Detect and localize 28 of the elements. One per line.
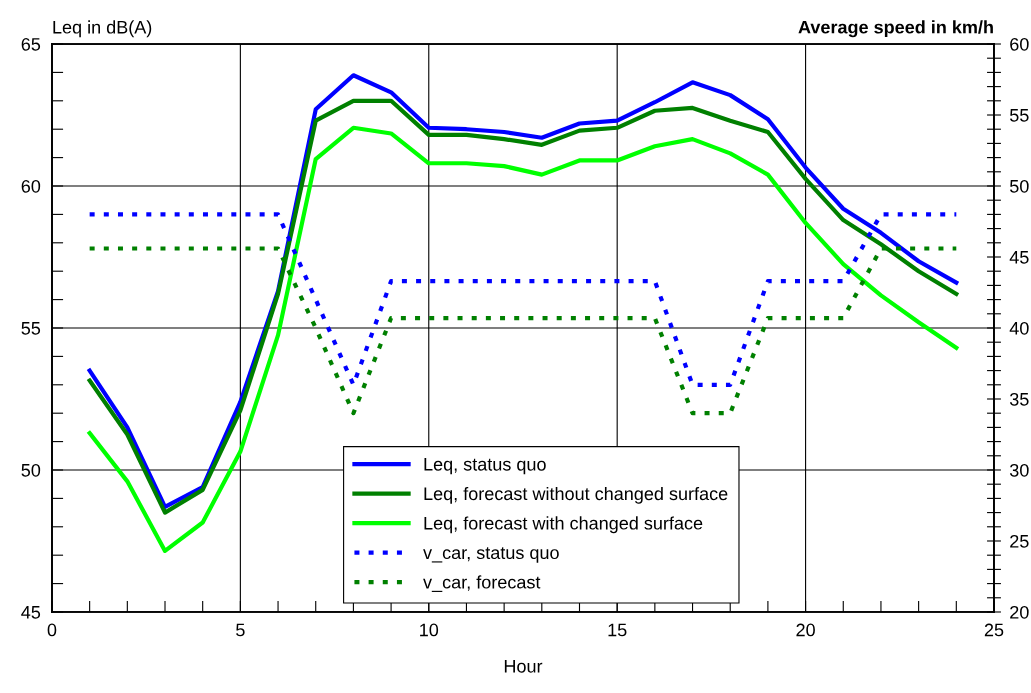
y-tick-label: 65 — [21, 37, 41, 51]
x-tick-label: 0 — [47, 623, 57, 637]
y2-tick-label: 45 — [1009, 251, 1029, 264]
x-tick-label: 20 — [796, 623, 815, 637]
legend-label: v_car, status quo — [423, 547, 559, 563]
y2-tick-label: 40 — [1009, 321, 1029, 335]
y2-tick-label: 25 — [1010, 534, 1029, 548]
y2-tick-label: 55 — [1009, 109, 1029, 122]
y2-tick-label: 60 — [1010, 37, 1029, 51]
y2-tick-label: 35 — [1009, 392, 1029, 406]
y2-tick-label: 20 — [1010, 605, 1029, 619]
x-tick-label: 10 — [420, 623, 439, 637]
y-tick-label: 60 — [21, 179, 41, 193]
y2-axis-title: Average speed in km/h — [798, 20, 993, 38]
y-tick-label: 50 — [21, 463, 41, 477]
y2-tick-label: 30 — [1009, 463, 1029, 477]
x-tick-label: 25 — [984, 623, 1004, 637]
y-tick-label: 45 — [21, 606, 41, 619]
x-tick-label: 15 — [608, 623, 627, 637]
legend-label: Leq, status quo — [424, 458, 546, 475]
y2-tick-label: 50 — [1009, 179, 1029, 193]
y-axis-title: Leq in dB(A) — [53, 20, 152, 38]
x-axis-title: Hour — [504, 660, 543, 673]
legend-label: Leq, forecast without changed surface — [424, 486, 728, 504]
x-tick-label: 5 — [236, 623, 245, 637]
legend-label: v_car, forecast — [423, 575, 541, 592]
y-tick-label: 55 — [21, 322, 41, 335]
legend-label: Leq, forecast with changed surface — [424, 516, 703, 534]
